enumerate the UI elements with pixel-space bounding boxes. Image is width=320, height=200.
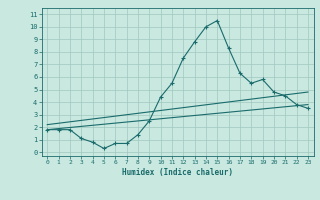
X-axis label: Humidex (Indice chaleur): Humidex (Indice chaleur) <box>122 168 233 177</box>
